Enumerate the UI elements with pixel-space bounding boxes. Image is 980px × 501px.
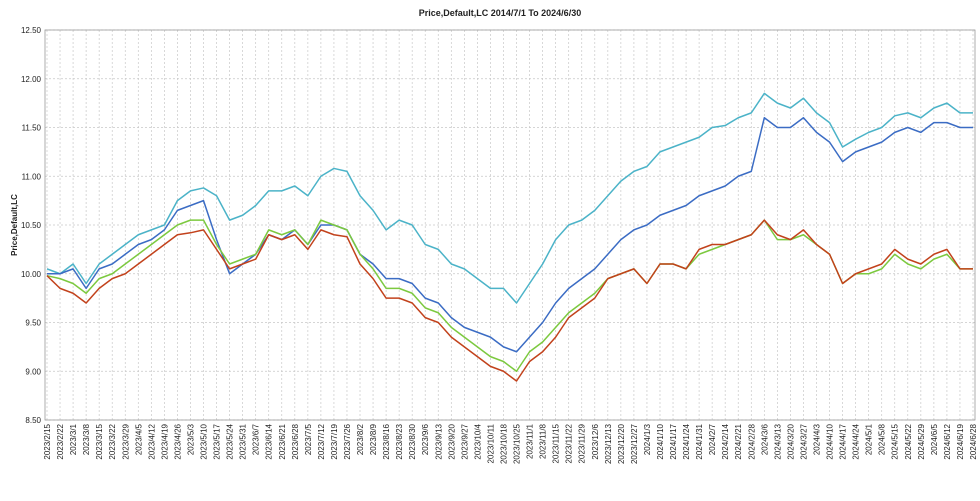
x-tick-label: 2024/5/22 xyxy=(904,423,913,459)
x-tick-label: 2023/12/6 xyxy=(591,423,600,459)
x-tick-label: 2024/5/15 xyxy=(891,423,900,459)
x-tick-label: 2023/3/22 xyxy=(108,423,117,459)
x-tick-label: 2024/6/19 xyxy=(956,423,965,459)
x-tick-label: 2023/7/12 xyxy=(317,423,326,459)
y-tick-label: 12.50 xyxy=(21,26,42,35)
y-tick-label: 10.50 xyxy=(21,221,42,230)
x-tick-label: 2024/2/7 xyxy=(708,423,717,455)
x-tick-label: 2023/3/29 xyxy=(121,423,130,459)
x-tick-label: 2023/11/15 xyxy=(552,423,561,463)
x-tick-label: 2024/6/5 xyxy=(930,423,939,455)
y-axis-label: Price,Default,LC xyxy=(10,194,19,256)
x-tick-label: 2023/9/6 xyxy=(421,423,430,455)
x-tick-label: 2023/2/15 xyxy=(43,423,52,459)
x-tick-label: 2023/4/19 xyxy=(160,423,169,459)
x-tick-label: 2024/4/10 xyxy=(826,423,835,459)
x-tick-label: 2024/3/20 xyxy=(786,423,795,459)
x-tick-label: 2024/1/17 xyxy=(669,423,678,459)
x-tick-label: 2023/9/13 xyxy=(434,423,443,459)
x-tick-label: 2024/3/13 xyxy=(773,423,782,459)
x-tick-label: 2023/4/5 xyxy=(134,423,143,455)
x-tick-label: 2023/10/25 xyxy=(513,423,522,464)
x-tick-label: 2024/2/14 xyxy=(721,423,730,459)
x-tick-label: 2023/10/11 xyxy=(486,423,495,463)
x-tick-label: 2023/8/9 xyxy=(369,423,378,455)
x-tick-label: 2024/2/21 xyxy=(734,423,743,459)
x-tick-label: 2024/4/17 xyxy=(839,423,848,459)
series-line xyxy=(46,92,973,304)
x-tick-label: 2023/11/1 xyxy=(526,423,535,459)
x-tick-label: 2023/12/13 xyxy=(604,423,613,464)
plot-frame xyxy=(44,29,976,421)
x-tick-label: 2023/4/12 xyxy=(147,423,156,459)
x-tick-label: 2023/10/4 xyxy=(473,423,482,459)
x-tick-label: 2023/10/18 xyxy=(499,423,508,464)
series-line xyxy=(46,219,973,382)
y-tick-label: 12.00 xyxy=(21,75,42,84)
x-tick-label: 2024/6/12 xyxy=(943,423,952,459)
x-tick-label: 2024/1/3 xyxy=(643,423,652,455)
x-tick-label: 2023/7/26 xyxy=(343,423,352,459)
x-tick-label: 2023/6/7 xyxy=(252,423,261,455)
x-tick-label: 2023/3/15 xyxy=(95,423,104,459)
x-tick-label: 2023/6/14 xyxy=(265,423,274,459)
x-tick-label: 2023/5/3 xyxy=(186,423,195,455)
x-tick-label: 2024/3/27 xyxy=(799,423,808,459)
x-tick-label: 2023/3/1 xyxy=(69,423,78,455)
chart-title: Price,Default,LC 2014/7/1 To 2024/6/30 xyxy=(419,8,581,18)
x-tick-label: 2023/7/19 xyxy=(330,423,339,459)
x-tick-label: 2023/12/27 xyxy=(630,423,639,464)
y-tick-label: 9.50 xyxy=(25,319,41,328)
x-tick-label: 2023/8/2 xyxy=(356,423,365,455)
y-tick-label: 10.00 xyxy=(21,270,42,279)
x-tick-label: 2023/11/29 xyxy=(578,423,587,463)
x-tick-label: 2023/5/10 xyxy=(200,423,209,459)
x-tick-label: 2024/2/28 xyxy=(747,423,756,459)
x-tick-label: 2024/5/1 xyxy=(865,423,874,455)
x-tick-label: 2023/3/8 xyxy=(82,423,91,455)
x-tick-label: 2023/5/24 xyxy=(226,423,235,459)
x-tick-label: 2024/5/8 xyxy=(878,423,887,455)
x-tick-label: 2024/6/28 xyxy=(969,423,978,459)
x-tick-label: 2023/4/26 xyxy=(173,423,182,459)
x-tick-label: 2023/9/27 xyxy=(460,423,469,459)
x-tick-label: 2023/2/22 xyxy=(56,423,65,459)
x-tick-label: 2023/11/8 xyxy=(539,423,548,459)
x-tick-label: 2023/11/22 xyxy=(565,423,574,463)
x-tick-label: 2023/5/17 xyxy=(213,423,222,459)
x-tick-label: 2024/4/3 xyxy=(812,423,821,455)
x-tick-label: 2023/7/5 xyxy=(304,423,313,455)
x-tick-label: 2023/5/31 xyxy=(239,423,248,459)
y-tick-label: 8.50 xyxy=(25,416,41,425)
x-tick-label: 2023/8/23 xyxy=(395,423,404,459)
x-tick-label: 2024/5/29 xyxy=(917,423,926,459)
x-tick-label: 2024/1/24 xyxy=(682,423,691,459)
x-tick-label: 2024/1/31 xyxy=(695,423,704,459)
x-tick-label: 2023/9/20 xyxy=(447,423,456,459)
x-tick-label: 2023/6/28 xyxy=(291,423,300,459)
y-tick-label: 11.00 xyxy=(22,172,42,181)
x-tick-label: 2024/1/10 xyxy=(656,423,665,459)
x-tick-label: 2024/4/24 xyxy=(852,423,861,459)
y-tick-label: 9.00 xyxy=(25,367,41,376)
x-tick-label: 2023/12/20 xyxy=(617,423,626,464)
x-tick-label: 2023/8/16 xyxy=(382,423,391,459)
x-tick-label: 2023/6/21 xyxy=(278,423,287,459)
x-tick-label: 2024/3/6 xyxy=(760,423,769,455)
series-line xyxy=(47,117,973,353)
y-tick-label: 11.50 xyxy=(22,124,42,133)
x-tick-label: 2023/8/30 xyxy=(408,423,417,459)
